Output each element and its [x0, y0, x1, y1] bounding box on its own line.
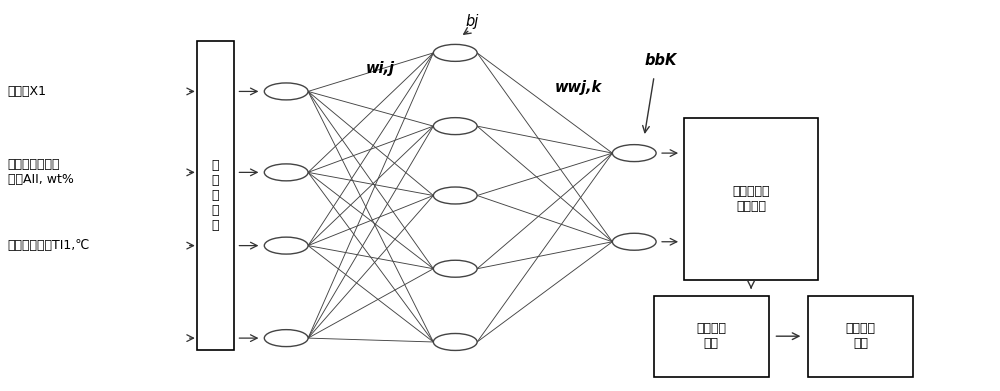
Text: 反归一化
处理: 反归一化 处理: [696, 322, 726, 350]
Circle shape: [433, 260, 477, 277]
Circle shape: [612, 233, 656, 250]
Text: 折光率X1: 折光率X1: [8, 85, 47, 98]
FancyBboxPatch shape: [808, 296, 913, 377]
Text: 模型软测
量值: 模型软测 量值: [845, 322, 875, 350]
Text: 归
一
化
处
理: 归 一 化 处 理: [212, 159, 219, 232]
FancyBboxPatch shape: [654, 296, 769, 377]
Text: bbK: bbK: [644, 53, 677, 68]
Circle shape: [433, 118, 477, 135]
Text: wi,j: wi,j: [366, 61, 395, 76]
Text: bj: bj: [465, 14, 479, 29]
Text: wwj,k: wwj,k: [555, 80, 602, 95]
FancyBboxPatch shape: [197, 41, 234, 350]
Text: 神经网络模
型输出值: 神经网络模 型输出值: [732, 185, 770, 213]
Circle shape: [433, 187, 477, 204]
Circle shape: [264, 83, 308, 100]
Circle shape: [264, 237, 308, 254]
Circle shape: [433, 45, 477, 61]
Circle shape: [264, 330, 308, 346]
Text: 双乙烯酮中醋酐
浓度AII, wt%: 双乙烯酮中醋酐 浓度AII, wt%: [8, 158, 74, 187]
Text: 反应体系温度TI1,℃: 反应体系温度TI1,℃: [8, 239, 90, 252]
Circle shape: [612, 145, 656, 161]
Circle shape: [264, 164, 308, 181]
FancyBboxPatch shape: [684, 118, 818, 280]
Circle shape: [433, 334, 477, 350]
